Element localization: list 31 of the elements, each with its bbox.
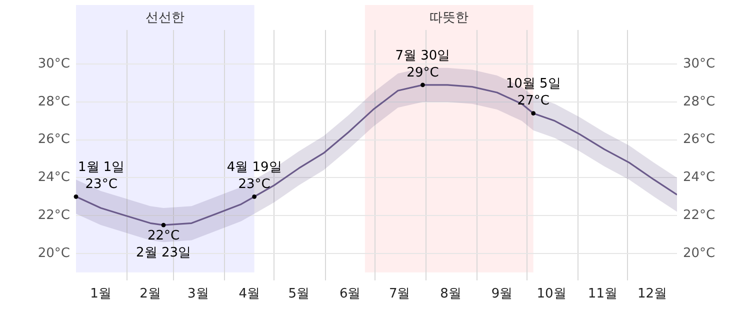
y-tick-label: 30°C bbox=[38, 56, 70, 72]
x-tick-label: 5월 bbox=[288, 286, 310, 302]
annotation: 22°C 2월 23일 bbox=[136, 228, 191, 260]
y-tick-label: 26°C bbox=[38, 132, 70, 148]
x-tick-label: 9월 bbox=[491, 286, 513, 302]
y2-tick-label: 22°C bbox=[683, 208, 716, 223]
band-label: 따뜻한 bbox=[430, 10, 469, 26]
x-tick-label: 4월 bbox=[238, 286, 260, 302]
band-label: 선선한 bbox=[146, 10, 185, 26]
x-tick-label: 3월 bbox=[188, 286, 209, 302]
annotation: 1월 1일 23°C bbox=[78, 160, 125, 192]
x-tick-label: 6월 bbox=[339, 286, 361, 302]
y-tick-label: 20°C bbox=[38, 246, 70, 261]
y2-tick-label: 24°C bbox=[683, 170, 716, 186]
y-tick-label: 24°C bbox=[38, 170, 70, 186]
y2-tick-label: 30°C bbox=[683, 56, 716, 72]
y2-tick-label: 28°C bbox=[683, 94, 716, 110]
x-tick-label: 7월 bbox=[388, 286, 410, 302]
x-tick-label: 8월 bbox=[440, 286, 462, 302]
annotation: 10월 5일 27°C bbox=[506, 76, 561, 109]
annotation: 7월 30일 29°C bbox=[395, 48, 450, 80]
x-tick-label: 11월 bbox=[588, 286, 618, 302]
y-tick-label: 22°C bbox=[38, 208, 70, 223]
x-tick-label: 10월 bbox=[536, 286, 566, 302]
annotation: 4월 19일 23°C bbox=[226, 160, 282, 192]
y2-tick-label: 20°C bbox=[683, 246, 716, 261]
x-tick-label: 2월 bbox=[140, 286, 161, 302]
y-tick-label: 28°C bbox=[38, 94, 70, 110]
y2-tick-label: 26°C bbox=[683, 132, 716, 148]
x-tick-label: 12월 bbox=[637, 286, 668, 302]
x-tick-label: 1월 bbox=[90, 286, 112, 302]
